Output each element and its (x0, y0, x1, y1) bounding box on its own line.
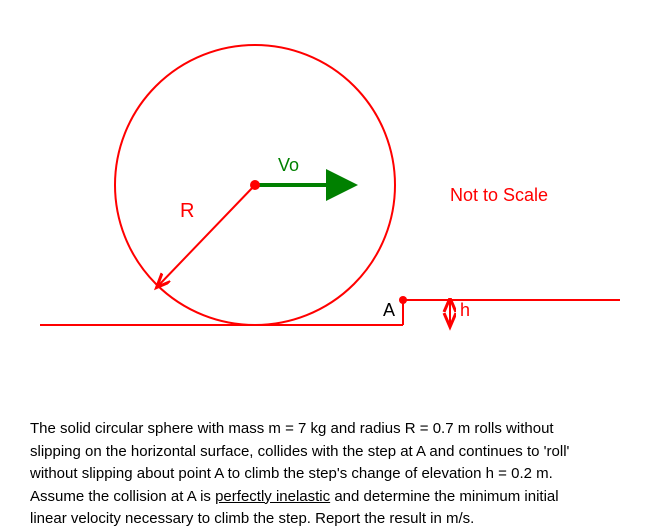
prob-h: 0.2 (511, 465, 532, 482)
problem-statement: The solid circular sphere with mass m = … (30, 418, 620, 531)
prob-line4a: Assume the collision at A is (30, 488, 215, 505)
label-Vo: Vo (278, 155, 299, 176)
label-R: R (180, 200, 194, 223)
label-not-to-scale: Not to Scale (450, 185, 548, 206)
prob-line4-underline: perfectly inelastic (215, 488, 330, 505)
prob-line3b: m. (532, 465, 553, 482)
prob-line1b: kg and radius R = (306, 420, 432, 437)
prob-R: 0.7 (433, 420, 454, 437)
prob-line3a: without slipping about point A to climb … (30, 465, 511, 482)
label-A: A (383, 300, 395, 321)
prob-line1c: m rolls without (454, 420, 554, 437)
label-h: h (460, 300, 470, 321)
prob-line1a: The solid circular sphere with mass m = (30, 420, 298, 437)
radius-arrow (158, 185, 255, 286)
prob-line2: slipping on the horizontal surface, coll… (30, 443, 569, 460)
prob-line4b: and determine the minimum initial (330, 488, 558, 505)
center-dot (250, 180, 260, 190)
prob-line5: linear velocity necessary to climb the s… (30, 510, 474, 527)
point-a-dot (399, 296, 407, 304)
